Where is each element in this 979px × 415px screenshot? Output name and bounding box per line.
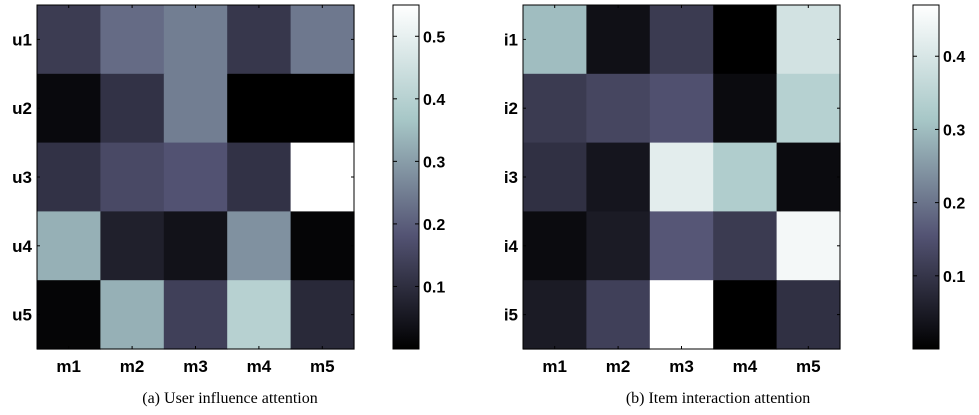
colorbar: [392, 4, 420, 350]
caption-user-influence: (a) User influence attention: [142, 390, 317, 407]
x-tick-label: m3: [669, 357, 694, 376]
colorbar-tick-label: 0.3: [423, 154, 445, 171]
heatmap-cell: [649, 142, 714, 212]
heatmap-cell: [100, 211, 165, 281]
heatmap-cell: [649, 280, 714, 350]
y-tick-label: u5: [12, 306, 32, 325]
colorbar-tick-label: 0.1: [943, 269, 965, 286]
x-tick-label: m5: [310, 357, 335, 376]
heatmap-cell: [37, 280, 101, 350]
y-tick-label: i3: [504, 168, 518, 187]
heatmap-cell: [163, 280, 228, 350]
heatmap-cell: [37, 211, 101, 281]
heatmap-cell: [100, 142, 165, 212]
y-tick-label: i2: [504, 99, 518, 118]
y-tick-label: i1: [504, 30, 518, 49]
heatmap-cell: [713, 211, 778, 281]
y-tick-label: u2: [12, 99, 32, 118]
heatmap-cell: [100, 73, 165, 144]
heatmap-cell: [713, 73, 778, 144]
heatmap-cell: [523, 73, 587, 144]
heatmap-panel-item-interaction: m1 m2 m3 m4 m5 i1 i2 i3 i4 i5 0.1 0.2 0.3 0.4: [504, 4, 965, 376]
colorbar-tick-label: 0.5: [423, 29, 445, 46]
heatmap-cell: [776, 73, 841, 144]
x-tick-label: m1: [542, 357, 567, 376]
y-tick-label: u1: [12, 30, 32, 49]
heatmap-cell: [713, 280, 778, 350]
y-tick-label: u3: [12, 168, 32, 187]
heatmap-cell: [163, 142, 228, 212]
heatmap-cell: [586, 73, 651, 144]
heatmap-cell: [227, 73, 292, 144]
heatmap-cell: [100, 280, 165, 350]
heatmap-cell: [776, 280, 841, 350]
heatmap-cell: [649, 73, 714, 144]
heatmap-cell: [713, 142, 778, 212]
heatmap-cell: [290, 5, 355, 75]
heatmap-cell: [227, 280, 292, 350]
heatmap-cell: [523, 5, 587, 75]
colorbar-tick-label: 0.1: [423, 279, 445, 296]
y-tick-label: i5: [504, 306, 518, 325]
heatmap-cell: [290, 73, 355, 144]
heatmap-cell: [290, 211, 355, 281]
heatmap-cell: [227, 142, 292, 212]
colorbar-tick-label: 0.2: [943, 196, 965, 213]
caption-item-interaction: (b) Item interaction attention: [626, 390, 810, 407]
heatmap-cell: [649, 211, 714, 281]
heatmap-cell: [163, 211, 228, 281]
colorbar-tick-label: 0.4: [943, 49, 965, 66]
colorbar-tick-label: 0.3: [943, 122, 965, 139]
heatmap-cell: [776, 211, 841, 281]
heatmap-cell: [100, 5, 165, 75]
heatmap-cell: [586, 280, 651, 350]
heatmap-cell: [649, 5, 714, 75]
heatmap-cell: [523, 211, 587, 281]
heatmap-cell: [523, 142, 587, 212]
heatmap-cell: [586, 5, 651, 75]
x-tick-label: m4: [247, 357, 272, 376]
colorbar-tick-label: 0.2: [423, 217, 445, 234]
x-tick-label: m5: [796, 357, 821, 376]
heatmap-cell: [776, 142, 841, 212]
heatmap-cell: [586, 142, 651, 212]
heatmap-cell: [37, 5, 101, 75]
heatmap-cell: [227, 211, 292, 281]
y-tick-label: i4: [504, 237, 519, 256]
x-tick-label: m2: [120, 357, 145, 376]
heatmap-cell: [290, 280, 355, 350]
heatmap-cell: [713, 5, 778, 75]
heatmap-cell: [227, 5, 292, 75]
heatmap-cell: [776, 5, 841, 75]
heatmap-cell: [163, 73, 228, 144]
x-tick-label: m3: [183, 357, 208, 376]
heatmap-cell: [523, 280, 587, 350]
heatmap-cell: [586, 211, 651, 281]
heatmap-cell: [163, 5, 228, 75]
heatmap-cell: [37, 73, 101, 144]
x-tick-label: m2: [606, 357, 631, 376]
x-tick-label: m1: [56, 357, 81, 376]
heatmap-cell: [37, 142, 101, 212]
x-tick-label: m4: [733, 357, 758, 376]
colorbar-tick-label: 0.4: [423, 92, 445, 109]
y-tick-label: u4: [12, 237, 32, 256]
heatmap-panel-user-influence: m1 m2 m3 m4 m5 u1 u2 u3 u4 u5 0.1 0.2 0.3 0.4 0.5: [12, 4, 445, 376]
heatmap-cell: [290, 142, 355, 212]
colorbar: [912, 4, 940, 350]
